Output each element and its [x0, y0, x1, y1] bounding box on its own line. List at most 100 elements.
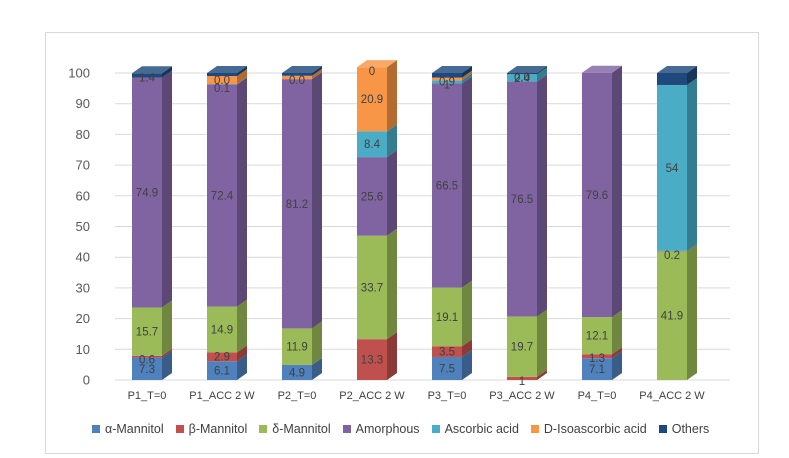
- data-label: 81.2: [286, 199, 308, 211]
- legend-item: Amorphous: [342, 422, 420, 436]
- bar-segment-side: [162, 348, 172, 358]
- data-label: 1: [519, 376, 525, 388]
- data-label: 0.6: [139, 355, 155, 367]
- bar-segment: [357, 339, 387, 380]
- bar-segment: [357, 157, 387, 236]
- bar-segment: [207, 84, 237, 307]
- bar-segment: [207, 73, 237, 77]
- x-tick-label: P3_ACC 2 W: [489, 390, 555, 402]
- bar-segment: [207, 361, 237, 380]
- data-label: 0.9: [439, 77, 455, 89]
- bar-segment-side: [162, 70, 172, 308]
- bar-top: [507, 66, 547, 73]
- bar-segment: [282, 73, 312, 76]
- bar-segment-side: [162, 66, 172, 78]
- bar-segment-side: [612, 347, 622, 359]
- data-label: 1: [444, 79, 450, 91]
- bar-top: [207, 66, 247, 73]
- bar-segment: [507, 316, 537, 377]
- chart-frame: [45, 32, 759, 454]
- bar-top: [582, 65, 622, 73]
- data-label: 79.6: [586, 190, 608, 202]
- data-label: 0.0: [289, 75, 305, 87]
- bar-segment-side: [612, 65, 622, 318]
- bar-segment: [132, 73, 162, 78]
- legend-label: Others: [671, 422, 710, 436]
- bar-segment-side: [387, 228, 397, 340]
- data-label: 1.3: [589, 353, 605, 365]
- bar-segment: [432, 287, 462, 347]
- legend-swatch: [259, 425, 268, 433]
- legend: α-Mannitol β-Mannitol δ-Mannitol Amorphous A…: [92, 422, 709, 436]
- bar-top: [357, 60, 397, 68]
- bar-segment-side: [612, 310, 622, 355]
- legend-item: δ-Mannitol: [259, 422, 331, 436]
- data-label: 14.9: [211, 324, 233, 336]
- data-label: 11.9: [286, 342, 308, 354]
- bar-segment: [207, 306, 237, 353]
- bar-segment: [282, 364, 312, 380]
- data-label: 8.4: [364, 139, 381, 151]
- y-tick-label: 70: [76, 158, 90, 173]
- bar-segment: [282, 79, 312, 329]
- legend-label: α-Mannitol: [105, 422, 164, 436]
- y-tick-label: 100: [68, 66, 90, 81]
- bar-stack: [507, 66, 547, 380]
- legend-swatch: [92, 425, 100, 433]
- bar-segment-side: [462, 66, 472, 78]
- bar-stack: [657, 66, 697, 380]
- data-label: 25.6: [361, 191, 383, 203]
- bar-segment: [132, 357, 162, 380]
- legend-label: δ-Mannitol: [272, 422, 331, 436]
- bar-segment-side: [462, 73, 472, 84]
- bar-segment: [507, 81, 537, 317]
- bar-top: [657, 66, 697, 73]
- data-label: 1.4: [139, 72, 156, 84]
- bar-segment-side: [387, 150, 397, 236]
- legend-item: Others: [658, 422, 710, 436]
- y-tick-label: 0: [83, 373, 90, 388]
- bar-segment-side: [687, 244, 697, 380]
- data-label: 72.4: [211, 190, 234, 202]
- bar-segment-side: [462, 339, 472, 357]
- bar-segment-side: [537, 67, 547, 82]
- bar-segment-side: [387, 124, 397, 158]
- data-label: 41.9: [661, 311, 683, 323]
- bar-segment: [582, 72, 612, 318]
- bar-segment: [132, 307, 162, 356]
- bar-segment-side: [237, 299, 247, 353]
- legend-label: D-Isoascorbic acid: [543, 422, 647, 436]
- bar-segment-side: [462, 76, 472, 288]
- bar-segment-side: [237, 345, 247, 362]
- bar-segment: [582, 358, 612, 380]
- data-label: 12.1: [586, 331, 608, 343]
- y-tick-label: 40: [76, 250, 90, 265]
- x-tick-label: P1_ACC 2 W: [189, 390, 255, 402]
- data-label: 0.0: [514, 72, 530, 84]
- legend-item: α-Mannitol: [92, 422, 164, 436]
- y-tick-label: 20: [76, 311, 90, 326]
- y-tick-label: 80: [76, 127, 90, 142]
- bar-segment: [657, 73, 687, 85]
- data-label: 7.3: [139, 364, 155, 376]
- x-tick-label: P2_ACC 2 W: [339, 390, 405, 402]
- data-label: 2.9: [214, 351, 230, 363]
- data-label: 19.7: [511, 342, 533, 354]
- bar-segment: [282, 328, 312, 365]
- data-label: 0.0: [214, 75, 230, 87]
- bars: [132, 60, 697, 380]
- bar-segment-side: [612, 351, 622, 380]
- bar-segment-side: [537, 309, 547, 377]
- data-label: 19.1: [436, 312, 458, 324]
- bar-segment: [432, 346, 462, 357]
- bar-segment-side: [237, 69, 247, 85]
- bar-segment: [507, 73, 537, 75]
- data-label: 2.4: [514, 73, 531, 85]
- bar-segment: [357, 67, 387, 132]
- legend-swatch: [530, 425, 539, 433]
- y-tick-label: 90: [76, 96, 90, 111]
- x-tick-label: P4_ACC 2 W: [639, 390, 705, 402]
- bar-segment-side: [312, 68, 322, 80]
